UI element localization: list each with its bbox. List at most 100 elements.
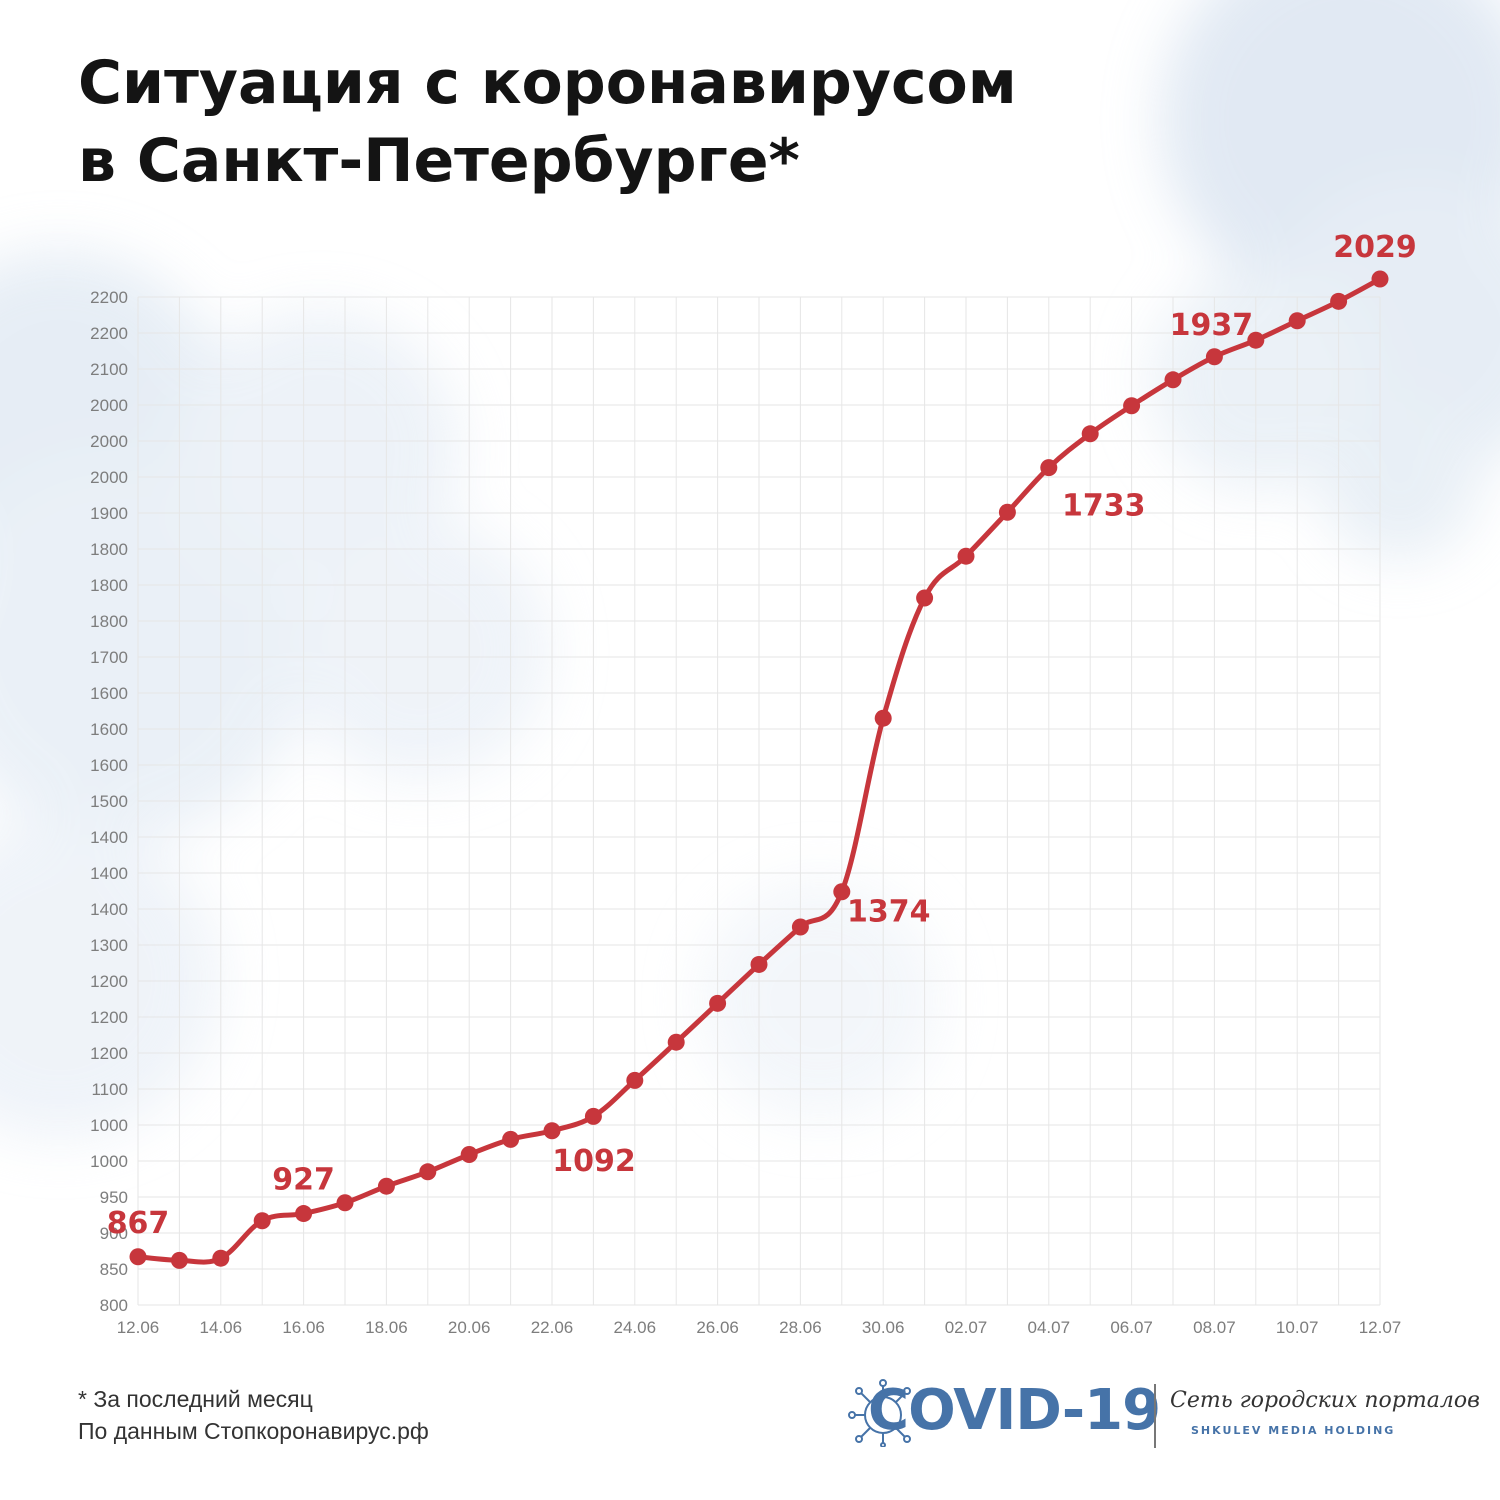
data-point — [791, 918, 809, 936]
logo-holding: SHKULEV MEDIA HOLDING — [1191, 1424, 1396, 1437]
data-point — [1288, 312, 1306, 330]
data-point — [1205, 348, 1223, 366]
data-point — [584, 1107, 602, 1125]
data-point — [377, 1177, 395, 1195]
y-tick-label: 1500 — [90, 792, 128, 811]
y-tick-label: 2200 — [90, 324, 128, 343]
virus-icon — [848, 1379, 911, 1447]
data-point — [750, 955, 768, 973]
data-point — [1164, 371, 1182, 389]
data-label: 1937 — [1170, 308, 1254, 343]
logo-network: Сеть городских порталов — [1170, 1388, 1480, 1413]
y-tick-label: 1300 — [90, 936, 128, 955]
data-point — [1081, 425, 1099, 443]
x-tick-label: 18.06 — [365, 1318, 408, 1337]
y-tick-label: 2000 — [90, 396, 128, 415]
data-label: 867 — [107, 1206, 170, 1241]
x-axis-ticks: 12.06 14.06 16.06 18.06 20.06 22.06 24.06 26.06… — [117, 1318, 1402, 1337]
data-label: 1733 — [1062, 489, 1146, 524]
data-point — [460, 1146, 478, 1164]
x-tick-label: 06.07 — [1110, 1318, 1153, 1337]
y-tick-label: 2100 — [90, 360, 128, 379]
data-point — [253, 1212, 271, 1230]
data-point — [295, 1205, 313, 1223]
data-label: 2029 — [1333, 230, 1417, 265]
footnote-period: * За последний месяц — [78, 1386, 313, 1412]
title-line-1: Ситуация с коронавирусом — [78, 48, 1017, 118]
y-axis-ticks: 800 850 900 950 1000 1000 1100 1200 1200 1200 1300… — [90, 288, 128, 1315]
y-tick-label: 1600 — [90, 684, 128, 703]
data-labels: 867 927 1092 1374 1733 1937 2029 — [107, 230, 1417, 1241]
data-point — [1330, 292, 1348, 310]
logo-divider — [1154, 1384, 1156, 1448]
x-tick-label: 30.06 — [862, 1318, 905, 1337]
logo-title: COVID-19 — [868, 1378, 1161, 1443]
y-tick-label: 1400 — [90, 900, 128, 919]
data-point — [998, 503, 1016, 521]
y-tick-label: 900 — [100, 1224, 128, 1243]
x-tick-label: 12.06 — [117, 1318, 160, 1337]
x-tick-label: 22.06 — [531, 1318, 574, 1337]
data-point — [502, 1130, 520, 1148]
data-point — [957, 547, 975, 565]
data-point — [916, 589, 934, 607]
x-tick-label: 08.07 — [1193, 1318, 1236, 1337]
x-tick-label: 16.06 — [282, 1318, 325, 1337]
data-point — [170, 1251, 188, 1269]
y-tick-label: 1000 — [90, 1116, 128, 1135]
y-tick-label: 1800 — [90, 576, 128, 595]
data-point — [874, 709, 892, 727]
y-tick-label: 1600 — [90, 756, 128, 775]
y-tick-label: 1100 — [91, 1080, 128, 1099]
data-point — [336, 1194, 354, 1212]
y-tick-label: 1700 — [90, 648, 128, 667]
data-point — [1040, 459, 1058, 477]
data-point — [667, 1033, 685, 1051]
y-tick-label: 1200 — [90, 1008, 128, 1027]
data-point — [419, 1163, 437, 1181]
x-tick-label: 04.07 — [1028, 1318, 1071, 1337]
data-point — [626, 1071, 644, 1089]
y-tick-label: 1600 — [90, 720, 128, 739]
y-tick-label: 2200 — [90, 288, 128, 307]
y-tick-label: 2000 — [90, 432, 128, 451]
x-tick-label: 24.06 — [614, 1318, 657, 1337]
footnote-source: По данным Стопкоронавирус.рф — [78, 1418, 429, 1444]
x-tick-label: 14.06 — [200, 1318, 243, 1337]
y-tick-label: 1200 — [90, 972, 128, 991]
data-point — [212, 1249, 230, 1267]
y-tick-label: 950 — [100, 1188, 128, 1207]
data-label: 927 — [272, 1163, 335, 1198]
x-tick-label: 28.06 — [779, 1318, 822, 1337]
title-line-2: в Санкт-Петербурге* — [78, 126, 800, 196]
y-tick-label: 1900 — [90, 504, 128, 523]
data-point — [543, 1122, 561, 1140]
footnote: * За последний месяц По данным Стопкорон… — [78, 1383, 429, 1447]
y-tick-label: 1200 — [90, 1044, 128, 1063]
data-point — [1247, 331, 1265, 349]
data-point — [1123, 397, 1141, 415]
y-tick-label: 850 — [100, 1260, 128, 1279]
x-tick-label: 12.07 — [1359, 1318, 1402, 1337]
data-points — [129, 270, 1389, 1269]
y-tick-label: 1400 — [90, 864, 128, 883]
data-label: 1092 — [552, 1144, 636, 1179]
page-title: Ситуация с коронавирусом в Санкт-Петербу… — [78, 44, 1017, 200]
y-tick-label: 1000 — [90, 1152, 128, 1171]
data-point — [709, 994, 727, 1012]
data-point — [129, 1248, 147, 1266]
x-tick-label: 02.07 — [945, 1318, 988, 1337]
chart-grid — [137, 296, 1381, 1306]
y-tick-label: 800 — [100, 1296, 128, 1315]
x-tick-label: 20.06 — [448, 1318, 491, 1337]
data-label: 1374 — [847, 895, 931, 930]
covid-logo: COVID-19 Сеть городских порталов SHKULEV… — [848, 1372, 1480, 1472]
x-tick-label: 26.06 — [696, 1318, 739, 1337]
data-point — [1371, 270, 1389, 288]
y-tick-label: 1800 — [90, 612, 128, 631]
y-tick-label: 1800 — [90, 540, 128, 559]
y-tick-label: 1400 — [90, 828, 128, 847]
x-tick-label: 10.07 — [1276, 1318, 1319, 1337]
data-point — [833, 883, 851, 901]
